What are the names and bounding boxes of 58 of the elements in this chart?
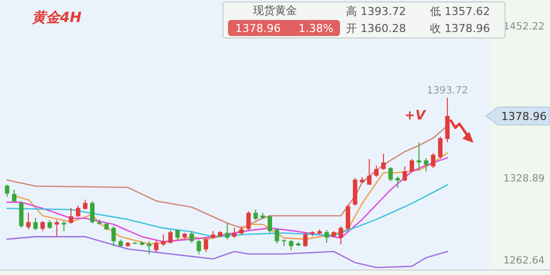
annotation: 收 1378.96 [430, 22, 490, 35]
candlestick [288, 240, 294, 251]
annotation: +V [404, 108, 426, 124]
annotation: 低 1357.62 [430, 5, 490, 18]
candlestick [19, 200, 24, 228]
line-series [6, 184, 448, 238]
candlestick [374, 165, 379, 178]
candlestick [268, 215, 272, 234]
candlestick [196, 238, 202, 255]
candlestick [430, 152, 436, 169]
text: 黄金4H [32, 10, 82, 26]
candlestick [111, 226, 116, 247]
candlestick [438, 136, 442, 160]
candlestick [161, 234, 166, 247]
candlestick [175, 228, 180, 240]
candlestick [381, 153, 386, 170]
candlestick [303, 232, 308, 248]
candlestick [12, 189, 16, 203]
y-tick-label: 1378.96 [501, 110, 547, 123]
candlestick [190, 230, 194, 244]
candlestick [324, 230, 329, 244]
candlestick [54, 220, 60, 237]
candlestick [445, 97, 450, 143]
y-tick-label: 1328.89 [503, 174, 545, 185]
candlestick [4, 184, 10, 198]
candlestick [225, 223, 230, 240]
annotation: 开 1360.28 [346, 22, 406, 35]
candlestick [146, 240, 152, 255]
candlestick [346, 204, 350, 230]
candlestick [76, 205, 80, 218]
candlestick [204, 237, 208, 253]
candlestick [424, 158, 428, 172]
candlestick [83, 199, 88, 210]
candlestick [367, 158, 372, 186]
candlestick [168, 230, 173, 244]
annotation: 高 1393.72 [346, 5, 406, 18]
candlestick [402, 166, 407, 182]
annotation: 1393.72 [426, 86, 468, 97]
candlestick [246, 210, 251, 231]
annotation: 1.38% [298, 22, 334, 35]
candlestick [62, 220, 66, 232]
line-series [6, 236, 448, 268]
annotation: 现货黄金 [253, 4, 297, 17]
candlestick [90, 200, 95, 224]
candlestick [338, 226, 344, 245]
candlestick [26, 212, 31, 230]
candlestick [388, 166, 393, 182]
candlestick [68, 207, 74, 224]
candlestick [40, 220, 45, 232]
annotation: 1378.96 [235, 22, 281, 35]
candlestick [395, 176, 400, 188]
y-tick-label: 1452.22 [503, 22, 545, 33]
candlestick [154, 240, 158, 253]
y-tick-label: 1262.64 [503, 255, 545, 266]
candlestick [232, 227, 237, 238]
candlestick [33, 217, 38, 231]
candlestick [253, 209, 258, 221]
candlestick [410, 158, 414, 173]
